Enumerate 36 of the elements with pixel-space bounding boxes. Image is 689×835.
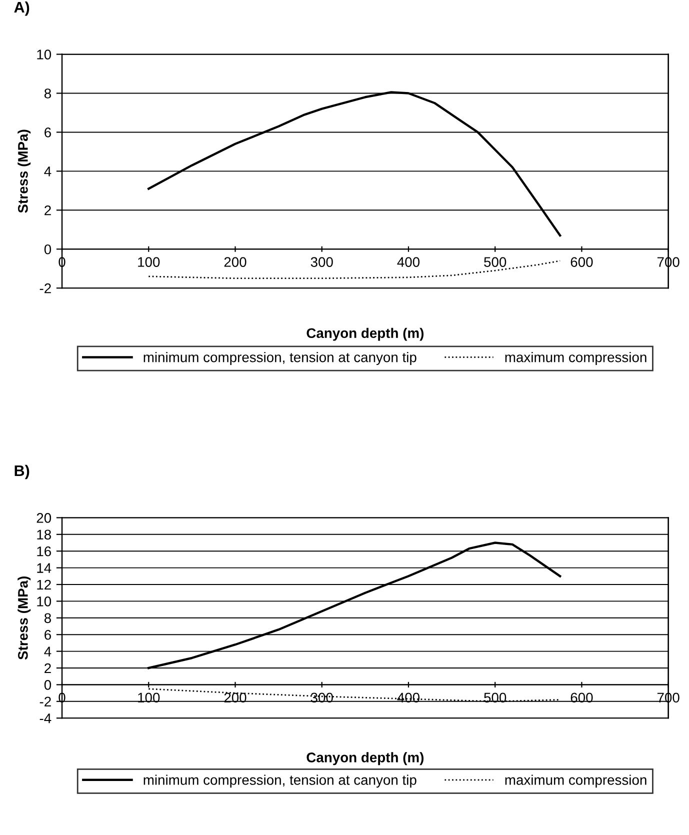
y-tick-label: 2 — [44, 205, 51, 216]
y-tick-label: 16 — [37, 546, 51, 556]
y-axis-title: Stress (MPa) — [18, 130, 31, 213]
legend-label: minimum compression, tension at canyon tip — [144, 774, 416, 788]
x-tick-label: 100 — [138, 257, 160, 267]
x-tick-label: 200 — [224, 257, 246, 267]
x-axis-title: Canyon depth (m) — [306, 752, 424, 766]
chart-title: A) — [14, 1, 30, 16]
chart-title: B) — [14, 464, 30, 480]
y-tick-label: 10 — [37, 50, 52, 60]
y-tick-label: 14 — [37, 563, 52, 573]
y-tick-label: 4 — [44, 646, 52, 656]
y-tick-label: 6 — [44, 630, 51, 640]
y-tick-label: 8 — [44, 88, 51, 98]
x-tick-label: 300 — [310, 257, 333, 267]
legend-label: minimum compression, tension at canyon tip — [144, 352, 416, 365]
y-tick-label: -2 — [40, 283, 51, 294]
y-tick-label: 20 — [36, 513, 52, 523]
x-axis-title: Canyon depth (m) — [306, 328, 424, 341]
y-tick-label: 10 — [37, 596, 52, 606]
y-axis-title: Stress (MPa) — [18, 576, 31, 660]
x-tick-label: 400 — [397, 257, 420, 267]
y-tick-label: 8 — [44, 613, 51, 624]
y-tick-label: 12 — [37, 580, 51, 590]
y-tick-label: 18 — [37, 530, 51, 540]
y-tick-label: -4 — [40, 714, 52, 724]
y-tick-label: 0 — [44, 244, 52, 254]
y-tick-label: 2 — [44, 663, 51, 674]
x-tick-label: 600 — [570, 257, 593, 267]
legend-label: maximum compression — [505, 774, 646, 788]
y-tick-label: 6 — [44, 128, 51, 138]
y-tick-label: -2 — [40, 696, 51, 706]
y-tick-label: 4 — [44, 166, 52, 176]
legend-label: maximum compression — [505, 352, 646, 365]
x-tick-label: 500 — [484, 257, 506, 267]
y-tick-label: 0 — [44, 680, 52, 690]
